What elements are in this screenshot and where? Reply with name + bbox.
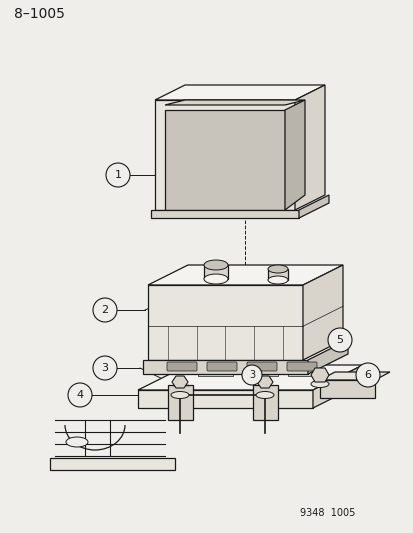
Polygon shape xyxy=(138,390,312,408)
Ellipse shape xyxy=(267,276,287,284)
Circle shape xyxy=(327,328,351,352)
Polygon shape xyxy=(142,360,307,374)
Text: 9348  1005: 9348 1005 xyxy=(299,508,354,518)
FancyBboxPatch shape xyxy=(206,362,236,371)
Polygon shape xyxy=(294,85,324,210)
Circle shape xyxy=(68,383,92,407)
Polygon shape xyxy=(319,380,374,398)
Polygon shape xyxy=(151,210,298,218)
Polygon shape xyxy=(165,110,284,210)
Polygon shape xyxy=(287,370,322,376)
Text: 3: 3 xyxy=(248,370,254,380)
Text: 5: 5 xyxy=(336,335,343,345)
Polygon shape xyxy=(310,368,328,382)
Polygon shape xyxy=(302,265,342,360)
Polygon shape xyxy=(154,85,324,100)
Circle shape xyxy=(355,363,379,387)
Polygon shape xyxy=(197,370,233,376)
Text: 4: 4 xyxy=(76,390,83,400)
Polygon shape xyxy=(242,370,277,376)
Polygon shape xyxy=(307,340,347,374)
Polygon shape xyxy=(256,376,272,388)
Circle shape xyxy=(93,356,117,380)
Polygon shape xyxy=(312,365,362,408)
Circle shape xyxy=(106,163,130,187)
Ellipse shape xyxy=(204,260,228,270)
Ellipse shape xyxy=(255,392,273,399)
Polygon shape xyxy=(168,385,192,420)
Text: 2: 2 xyxy=(101,305,108,315)
Ellipse shape xyxy=(66,437,88,447)
FancyBboxPatch shape xyxy=(247,362,276,371)
Ellipse shape xyxy=(204,274,228,284)
Text: 8–1005: 8–1005 xyxy=(14,7,65,21)
Text: 1: 1 xyxy=(114,170,121,180)
Polygon shape xyxy=(267,269,287,280)
Polygon shape xyxy=(147,265,342,285)
Ellipse shape xyxy=(267,265,287,273)
Ellipse shape xyxy=(171,392,189,399)
Polygon shape xyxy=(252,385,277,420)
Polygon shape xyxy=(319,372,389,380)
Polygon shape xyxy=(50,458,175,470)
Polygon shape xyxy=(165,100,304,105)
Ellipse shape xyxy=(310,381,328,387)
FancyBboxPatch shape xyxy=(166,362,197,371)
Circle shape xyxy=(242,365,261,385)
Polygon shape xyxy=(154,100,294,210)
Text: 6: 6 xyxy=(363,370,370,380)
Polygon shape xyxy=(147,285,302,360)
Polygon shape xyxy=(298,195,328,218)
Polygon shape xyxy=(138,365,362,390)
Polygon shape xyxy=(284,100,304,210)
Circle shape xyxy=(93,298,117,322)
Polygon shape xyxy=(204,265,228,279)
FancyBboxPatch shape xyxy=(286,362,316,371)
Text: 3: 3 xyxy=(101,363,108,373)
Polygon shape xyxy=(171,376,188,388)
